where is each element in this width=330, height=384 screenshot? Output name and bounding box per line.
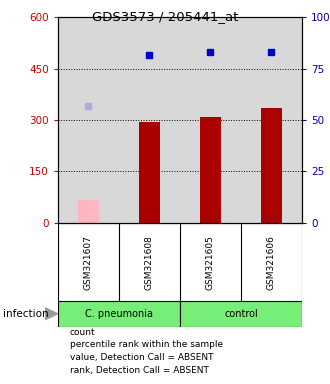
Text: rank, Detection Call = ABSENT: rank, Detection Call = ABSENT	[70, 366, 209, 375]
Bar	[78, 200, 99, 223]
Text: GSM321605: GSM321605	[206, 235, 215, 290]
Bar	[139, 122, 160, 223]
Bar	[58, 301, 180, 327]
Text: count: count	[70, 328, 96, 337]
Text: GSM321608: GSM321608	[145, 235, 154, 290]
Text: GSM321607: GSM321607	[84, 235, 93, 290]
Polygon shape	[45, 308, 58, 320]
Bar	[180, 301, 302, 327]
Text: GSM321606: GSM321606	[267, 235, 276, 290]
Text: GDS3573 / 205441_at: GDS3573 / 205441_at	[92, 10, 238, 23]
Text: infection: infection	[3, 309, 49, 319]
Bar	[261, 108, 282, 223]
Bar	[200, 117, 221, 223]
Text: value, Detection Call = ABSENT: value, Detection Call = ABSENT	[70, 353, 214, 362]
Text: percentile rank within the sample: percentile rank within the sample	[70, 340, 223, 349]
Text: control: control	[224, 309, 258, 319]
Text: C. pneumonia: C. pneumonia	[85, 309, 153, 319]
